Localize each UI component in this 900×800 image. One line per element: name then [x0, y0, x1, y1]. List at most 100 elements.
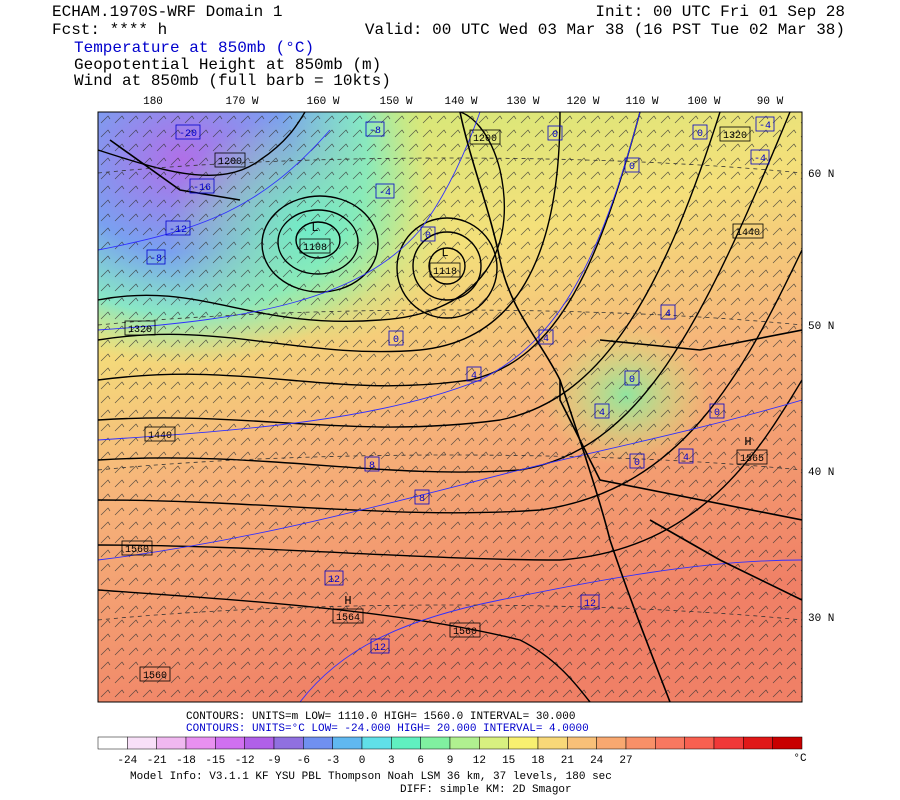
temperature-label: 8	[369, 461, 375, 472]
colorbar-cell	[655, 736, 685, 750]
longitude-label: 160 W	[306, 96, 339, 108]
colorbar-cell	[215, 736, 245, 750]
temperature-label: 0	[393, 335, 399, 346]
longitude-label: 150 W	[379, 96, 412, 108]
height-label: 1108	[303, 243, 327, 254]
temperature-label: 4	[683, 453, 689, 464]
height-label-box	[736, 449, 768, 465]
field-label: Geopotential Height at 850mb (m)	[74, 56, 381, 74]
temperature-label-box	[364, 456, 380, 472]
height-label-box	[332, 608, 364, 624]
longitude-label: 130 W	[506, 96, 539, 108]
temperature-label-box	[466, 366, 482, 382]
colorbar-label: 21	[561, 755, 575, 767]
colorbar-label: 9	[447, 755, 454, 767]
colorbar-cell	[567, 736, 597, 750]
temperature-label: -20	[179, 129, 197, 140]
temperature-label-box	[370, 638, 390, 654]
height-label-box	[719, 126, 751, 142]
temperature-label-box	[755, 116, 775, 132]
temperature-label-box	[629, 453, 645, 469]
wind-barbs	[98, 112, 802, 702]
pressure-center: H	[744, 435, 751, 449]
colorbar-cell	[420, 736, 451, 750]
height-label-box	[449, 622, 481, 638]
map-area	[98, 112, 802, 702]
longitude-label: 170 W	[225, 96, 258, 108]
temperature-label-box	[692, 124, 708, 140]
temperature-label-box	[624, 157, 640, 173]
colorbar-label: -18	[176, 755, 196, 767]
temperature-label-box	[165, 220, 191, 236]
height-label-box	[299, 238, 331, 254]
colorbar-label: 0	[359, 755, 366, 767]
height-label: 1320	[128, 325, 152, 336]
field-label: Wind at 850mb (full barb = 10kts)	[74, 72, 391, 90]
colorbar-unit: °C	[793, 753, 807, 765]
colorbar-label: -6	[297, 755, 310, 767]
temperature-label-box	[189, 178, 215, 194]
temperature-label-box	[709, 403, 725, 419]
temperature-label: 4	[471, 371, 477, 382]
height-label-box	[214, 152, 246, 168]
colorbar-cell	[185, 736, 216, 750]
colorbar-cell	[156, 736, 187, 750]
height-label-box	[732, 223, 764, 239]
temperature-label: 0	[714, 408, 720, 419]
map-frame	[97, 111, 803, 703]
height-label-box	[429, 262, 461, 278]
colorbar-cell	[684, 736, 715, 750]
colorbar-label: -12	[235, 755, 255, 767]
height-label: 1564	[336, 613, 360, 624]
temperature-label: -4	[379, 188, 391, 199]
colorbar-cell	[361, 736, 392, 750]
temperature-label-box	[594, 403, 610, 419]
latitude-label: 50 N	[808, 321, 834, 333]
colorbar-cell	[596, 736, 627, 750]
temperature-label: -4	[759, 121, 771, 132]
colorbar-cell	[508, 736, 539, 750]
temperature-label-box	[547, 125, 563, 141]
height-label-box	[469, 129, 501, 145]
temperature-label-box	[146, 249, 166, 265]
temperature-label: 0	[629, 162, 635, 173]
colorbar-cell	[244, 736, 275, 750]
colorbar-cell	[303, 736, 333, 750]
height-label: 1440	[736, 228, 760, 239]
temperature-label: 12	[328, 575, 340, 586]
colorbar-cell	[332, 736, 363, 750]
temperature-label-box	[375, 183, 395, 199]
temperature-label-box	[365, 121, 385, 137]
temperature-label-box	[324, 570, 344, 586]
temperature-label: 4	[665, 309, 671, 320]
height-label: 1565	[740, 454, 764, 465]
longitude-label: 120 W	[566, 96, 599, 108]
height-label: 1560	[143, 671, 167, 682]
temperature-label: 4	[543, 334, 549, 345]
colorbar-cell	[713, 736, 744, 750]
forecast-hour: Fcst: **** h	[52, 21, 167, 39]
temperature-label: 0	[552, 130, 558, 141]
latitude-label: 30 N	[808, 613, 834, 625]
colorbar-cell	[391, 736, 421, 750]
pressure-center: L	[311, 221, 318, 235]
height-label: 1200	[218, 157, 242, 168]
temperature-label-box	[538, 329, 554, 345]
temperature-contour-info: CONTOURS: UNITS=°C LOW= -24.000 HIGH= 20…	[186, 723, 589, 735]
colorbar-label: 24	[590, 755, 604, 767]
colorbar-cell	[97, 736, 128, 750]
model-info: Model Info: V3.1.1 KF YSU PBL Thompson N…	[130, 771, 612, 783]
diff-info: DIFF: simple KM: 2D Smagor	[400, 784, 572, 796]
colorbar-cell	[273, 736, 304, 750]
height-label: 1200	[473, 134, 497, 145]
longitude-label: 90 W	[757, 96, 784, 108]
height-label-box	[124, 320, 156, 336]
latitude-label: 60 N	[808, 169, 834, 181]
temperature-label: -12	[169, 225, 187, 236]
temperature-label: 0	[697, 129, 703, 140]
temperature-label: 0	[629, 375, 635, 386]
temperature-label: 8	[419, 494, 425, 505]
temperature-label-box	[750, 149, 770, 165]
colorbar-label: -24	[117, 755, 137, 767]
temperature-label: -8	[150, 254, 162, 265]
